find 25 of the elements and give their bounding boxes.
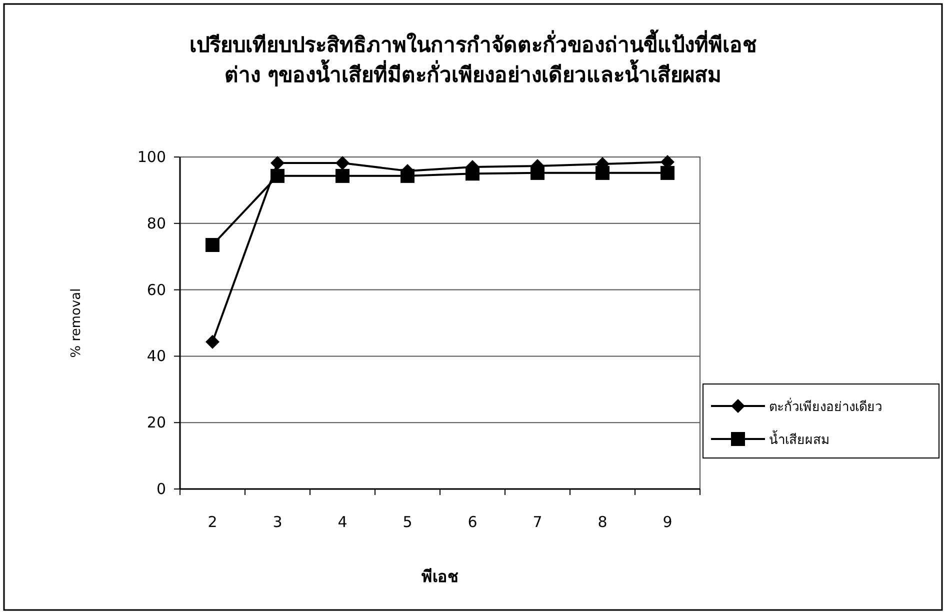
x-tick-label: 4	[338, 513, 348, 531]
y-tick-label: 80	[146, 214, 166, 232]
point	[270, 156, 284, 170]
point	[206, 238, 220, 252]
x-tick-label: 7	[532, 513, 542, 531]
point	[336, 168, 350, 183]
y-tick-label: 20	[146, 414, 166, 432]
x-tick-label: 8	[598, 513, 608, 531]
point	[206, 334, 220, 349]
chart-title: เปรียบเทียบประสิทธิภาพในการกำจัดตะกั่วของถ่านขี้แป้งที่พีเอช ต่าง ๆของน้ำเสียที่มีตะกั่วเพียงอย่างเดียวและน้ำเสียผสม	[190, 29, 756, 87]
x-tick-label: 6	[468, 513, 478, 531]
point	[660, 166, 674, 180]
legend-label: ตะกั่วเพียงอย่างเดียว	[769, 398, 882, 415]
y-tick-label: 100	[137, 148, 166, 166]
x-axis-title: พีเอช	[422, 567, 458, 586]
x-tick-label: 9	[662, 513, 672, 531]
legend-label: น้ำเสียผสม	[769, 430, 830, 448]
x-tick-label: 2	[208, 513, 218, 531]
y-tick-label: 60	[146, 280, 166, 299]
y-axis-title: % removal	[69, 288, 84, 358]
point	[336, 156, 350, 170]
y-tick-label: 40	[146, 347, 166, 366]
x-tick-label: 3	[272, 513, 282, 531]
y-tick-label: 0	[156, 480, 166, 498]
x-tick-label: 5	[402, 513, 412, 531]
